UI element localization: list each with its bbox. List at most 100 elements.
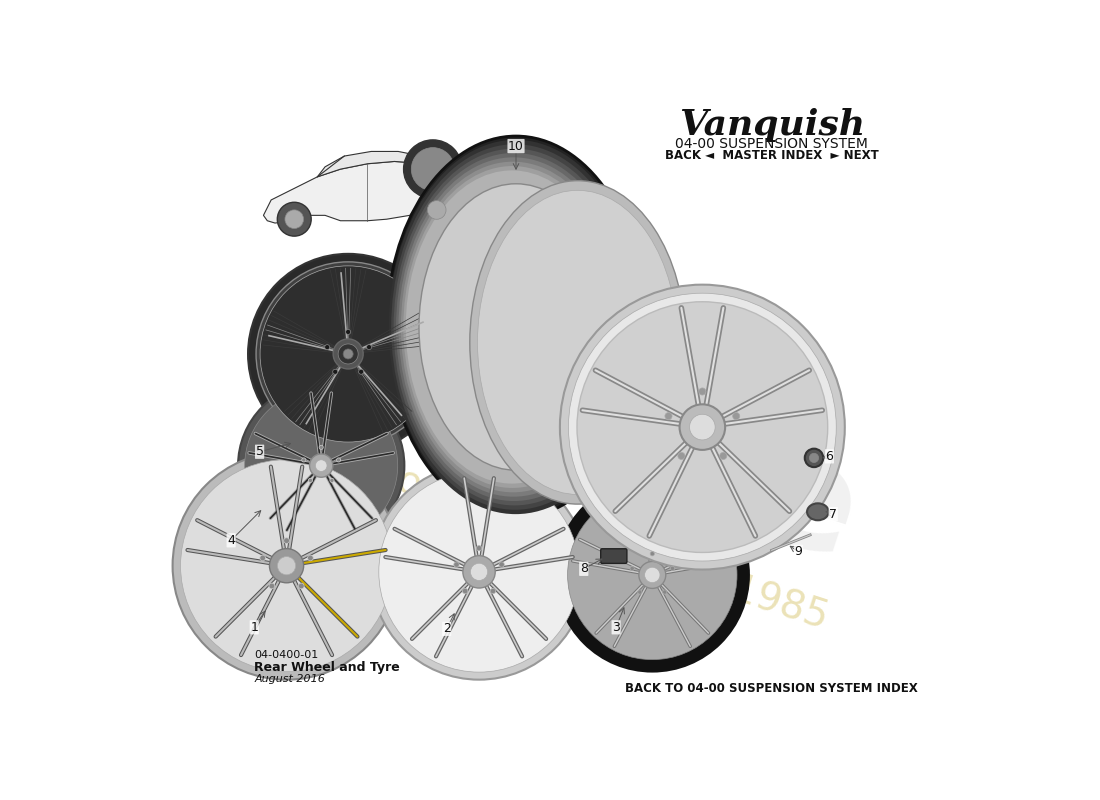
- Text: BACK TO 04-00 SUSPENSION SYSTEM INDEX: BACK TO 04-00 SUSPENSION SYSTEM INDEX: [625, 682, 918, 695]
- Circle shape: [420, 193, 453, 227]
- Ellipse shape: [387, 136, 646, 518]
- Circle shape: [332, 370, 338, 374]
- Circle shape: [308, 555, 314, 561]
- Ellipse shape: [419, 184, 613, 470]
- Circle shape: [639, 562, 665, 589]
- Text: 9: 9: [794, 546, 803, 558]
- Ellipse shape: [388, 140, 642, 514]
- Circle shape: [277, 557, 296, 575]
- Ellipse shape: [392, 144, 639, 510]
- Circle shape: [463, 556, 495, 588]
- Circle shape: [560, 285, 845, 570]
- Circle shape: [359, 370, 364, 374]
- Circle shape: [343, 349, 353, 359]
- Circle shape: [568, 490, 737, 660]
- PathPatch shape: [264, 162, 472, 223]
- Circle shape: [378, 472, 580, 672]
- Circle shape: [260, 266, 437, 442]
- Circle shape: [345, 330, 351, 334]
- Circle shape: [569, 293, 836, 561]
- Circle shape: [719, 452, 727, 459]
- Circle shape: [499, 562, 504, 567]
- Ellipse shape: [396, 153, 631, 501]
- Circle shape: [316, 460, 327, 471]
- Circle shape: [270, 583, 275, 589]
- Circle shape: [638, 590, 642, 594]
- Circle shape: [491, 588, 496, 594]
- Circle shape: [284, 538, 289, 543]
- Circle shape: [810, 454, 818, 462]
- Text: Rear Wheel and Tyre: Rear Wheel and Tyre: [254, 661, 400, 674]
- PathPatch shape: [318, 151, 440, 177]
- Circle shape: [248, 254, 449, 454]
- Text: a passion for parts since 1985: a passion for parts since 1985: [263, 418, 834, 636]
- Text: Vanquish: Vanquish: [679, 108, 865, 142]
- Circle shape: [277, 202, 311, 236]
- Text: 3: 3: [613, 621, 620, 634]
- Circle shape: [664, 413, 672, 420]
- Text: 2: 2: [443, 622, 451, 635]
- Circle shape: [454, 562, 459, 567]
- Circle shape: [471, 563, 487, 581]
- Circle shape: [670, 566, 674, 570]
- Ellipse shape: [398, 158, 628, 497]
- Circle shape: [330, 478, 334, 482]
- Circle shape: [662, 590, 667, 594]
- Ellipse shape: [394, 149, 636, 506]
- Text: BACK ◄  MASTER INDEX  ► NEXT: BACK ◄ MASTER INDEX ► NEXT: [664, 149, 879, 162]
- Circle shape: [366, 345, 372, 350]
- Circle shape: [285, 210, 304, 229]
- Circle shape: [690, 414, 715, 440]
- Text: 1: 1: [251, 621, 258, 634]
- Circle shape: [805, 449, 823, 467]
- Circle shape: [372, 464, 587, 680]
- Circle shape: [324, 345, 330, 350]
- Text: 4: 4: [228, 534, 235, 546]
- Circle shape: [301, 458, 306, 462]
- Text: 10: 10: [508, 139, 524, 153]
- Ellipse shape: [470, 181, 685, 504]
- Text: 7: 7: [829, 508, 837, 521]
- Circle shape: [260, 555, 265, 561]
- Circle shape: [733, 413, 740, 420]
- Circle shape: [337, 458, 341, 462]
- Ellipse shape: [477, 190, 678, 494]
- Ellipse shape: [406, 170, 618, 483]
- Circle shape: [698, 388, 706, 395]
- Circle shape: [411, 147, 454, 190]
- Text: August 2016: August 2016: [254, 674, 326, 684]
- Ellipse shape: [400, 162, 625, 492]
- Circle shape: [298, 583, 304, 589]
- Circle shape: [404, 140, 462, 198]
- Ellipse shape: [807, 503, 828, 520]
- Circle shape: [678, 452, 685, 459]
- Text: 8: 8: [580, 562, 587, 575]
- Circle shape: [244, 389, 398, 542]
- Circle shape: [319, 446, 323, 450]
- Circle shape: [476, 546, 482, 551]
- Circle shape: [462, 588, 468, 594]
- Text: 5: 5: [255, 446, 264, 458]
- Text: 04-00 SUSPENSION SYSTEM: 04-00 SUSPENSION SYSTEM: [675, 137, 868, 150]
- Circle shape: [338, 344, 359, 364]
- Circle shape: [173, 452, 400, 680]
- Circle shape: [578, 302, 827, 553]
- Text: elusive: elusive: [250, 262, 878, 593]
- Circle shape: [428, 201, 446, 219]
- Circle shape: [270, 549, 304, 582]
- Circle shape: [680, 404, 725, 450]
- Circle shape: [333, 339, 363, 369]
- Circle shape: [557, 478, 749, 671]
- Circle shape: [645, 567, 660, 582]
- Circle shape: [309, 454, 333, 478]
- Ellipse shape: [404, 166, 622, 488]
- Text: 6: 6: [825, 450, 834, 463]
- Circle shape: [180, 460, 393, 672]
- FancyBboxPatch shape: [601, 549, 627, 563]
- Circle shape: [238, 382, 405, 549]
- Circle shape: [308, 478, 312, 482]
- Circle shape: [256, 262, 440, 446]
- Circle shape: [650, 552, 654, 556]
- Circle shape: [630, 566, 635, 570]
- Text: 04-0400-01: 04-0400-01: [254, 650, 319, 660]
